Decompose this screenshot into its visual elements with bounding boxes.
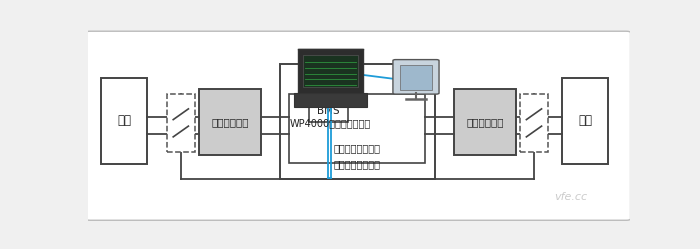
Bar (562, 78, 608, 164)
Text: WP4000变频功率分析仳: WP4000变频功率分析仳 (290, 118, 371, 128)
Bar (454, 89, 516, 154)
Bar (280, 64, 435, 180)
Text: 负载: 负载 (578, 115, 592, 127)
Text: 放电测试工装: 放电测试工装 (466, 117, 503, 127)
Bar (167, 94, 195, 152)
Bar (199, 89, 261, 154)
Text: BMS: BMS (317, 106, 340, 116)
FancyBboxPatch shape (393, 60, 439, 94)
Bar (298, 49, 363, 95)
Text: 电源: 电源 (117, 115, 131, 127)
Text: 充电测试工装: 充电测试工装 (211, 117, 248, 127)
Bar (101, 78, 147, 164)
Bar (400, 65, 432, 90)
Bar (303, 55, 358, 87)
Bar (294, 93, 368, 107)
Text: vfe.cc: vfe.cc (554, 192, 587, 202)
Text: 温湿度环境模拟笱: 温湿度环境模拟笱 (334, 159, 381, 169)
Bar (520, 94, 548, 152)
Text: 被试电动汽车电池: 被试电动汽车电池 (334, 143, 381, 153)
Bar (289, 94, 425, 163)
FancyBboxPatch shape (86, 31, 631, 220)
Bar (309, 100, 348, 122)
